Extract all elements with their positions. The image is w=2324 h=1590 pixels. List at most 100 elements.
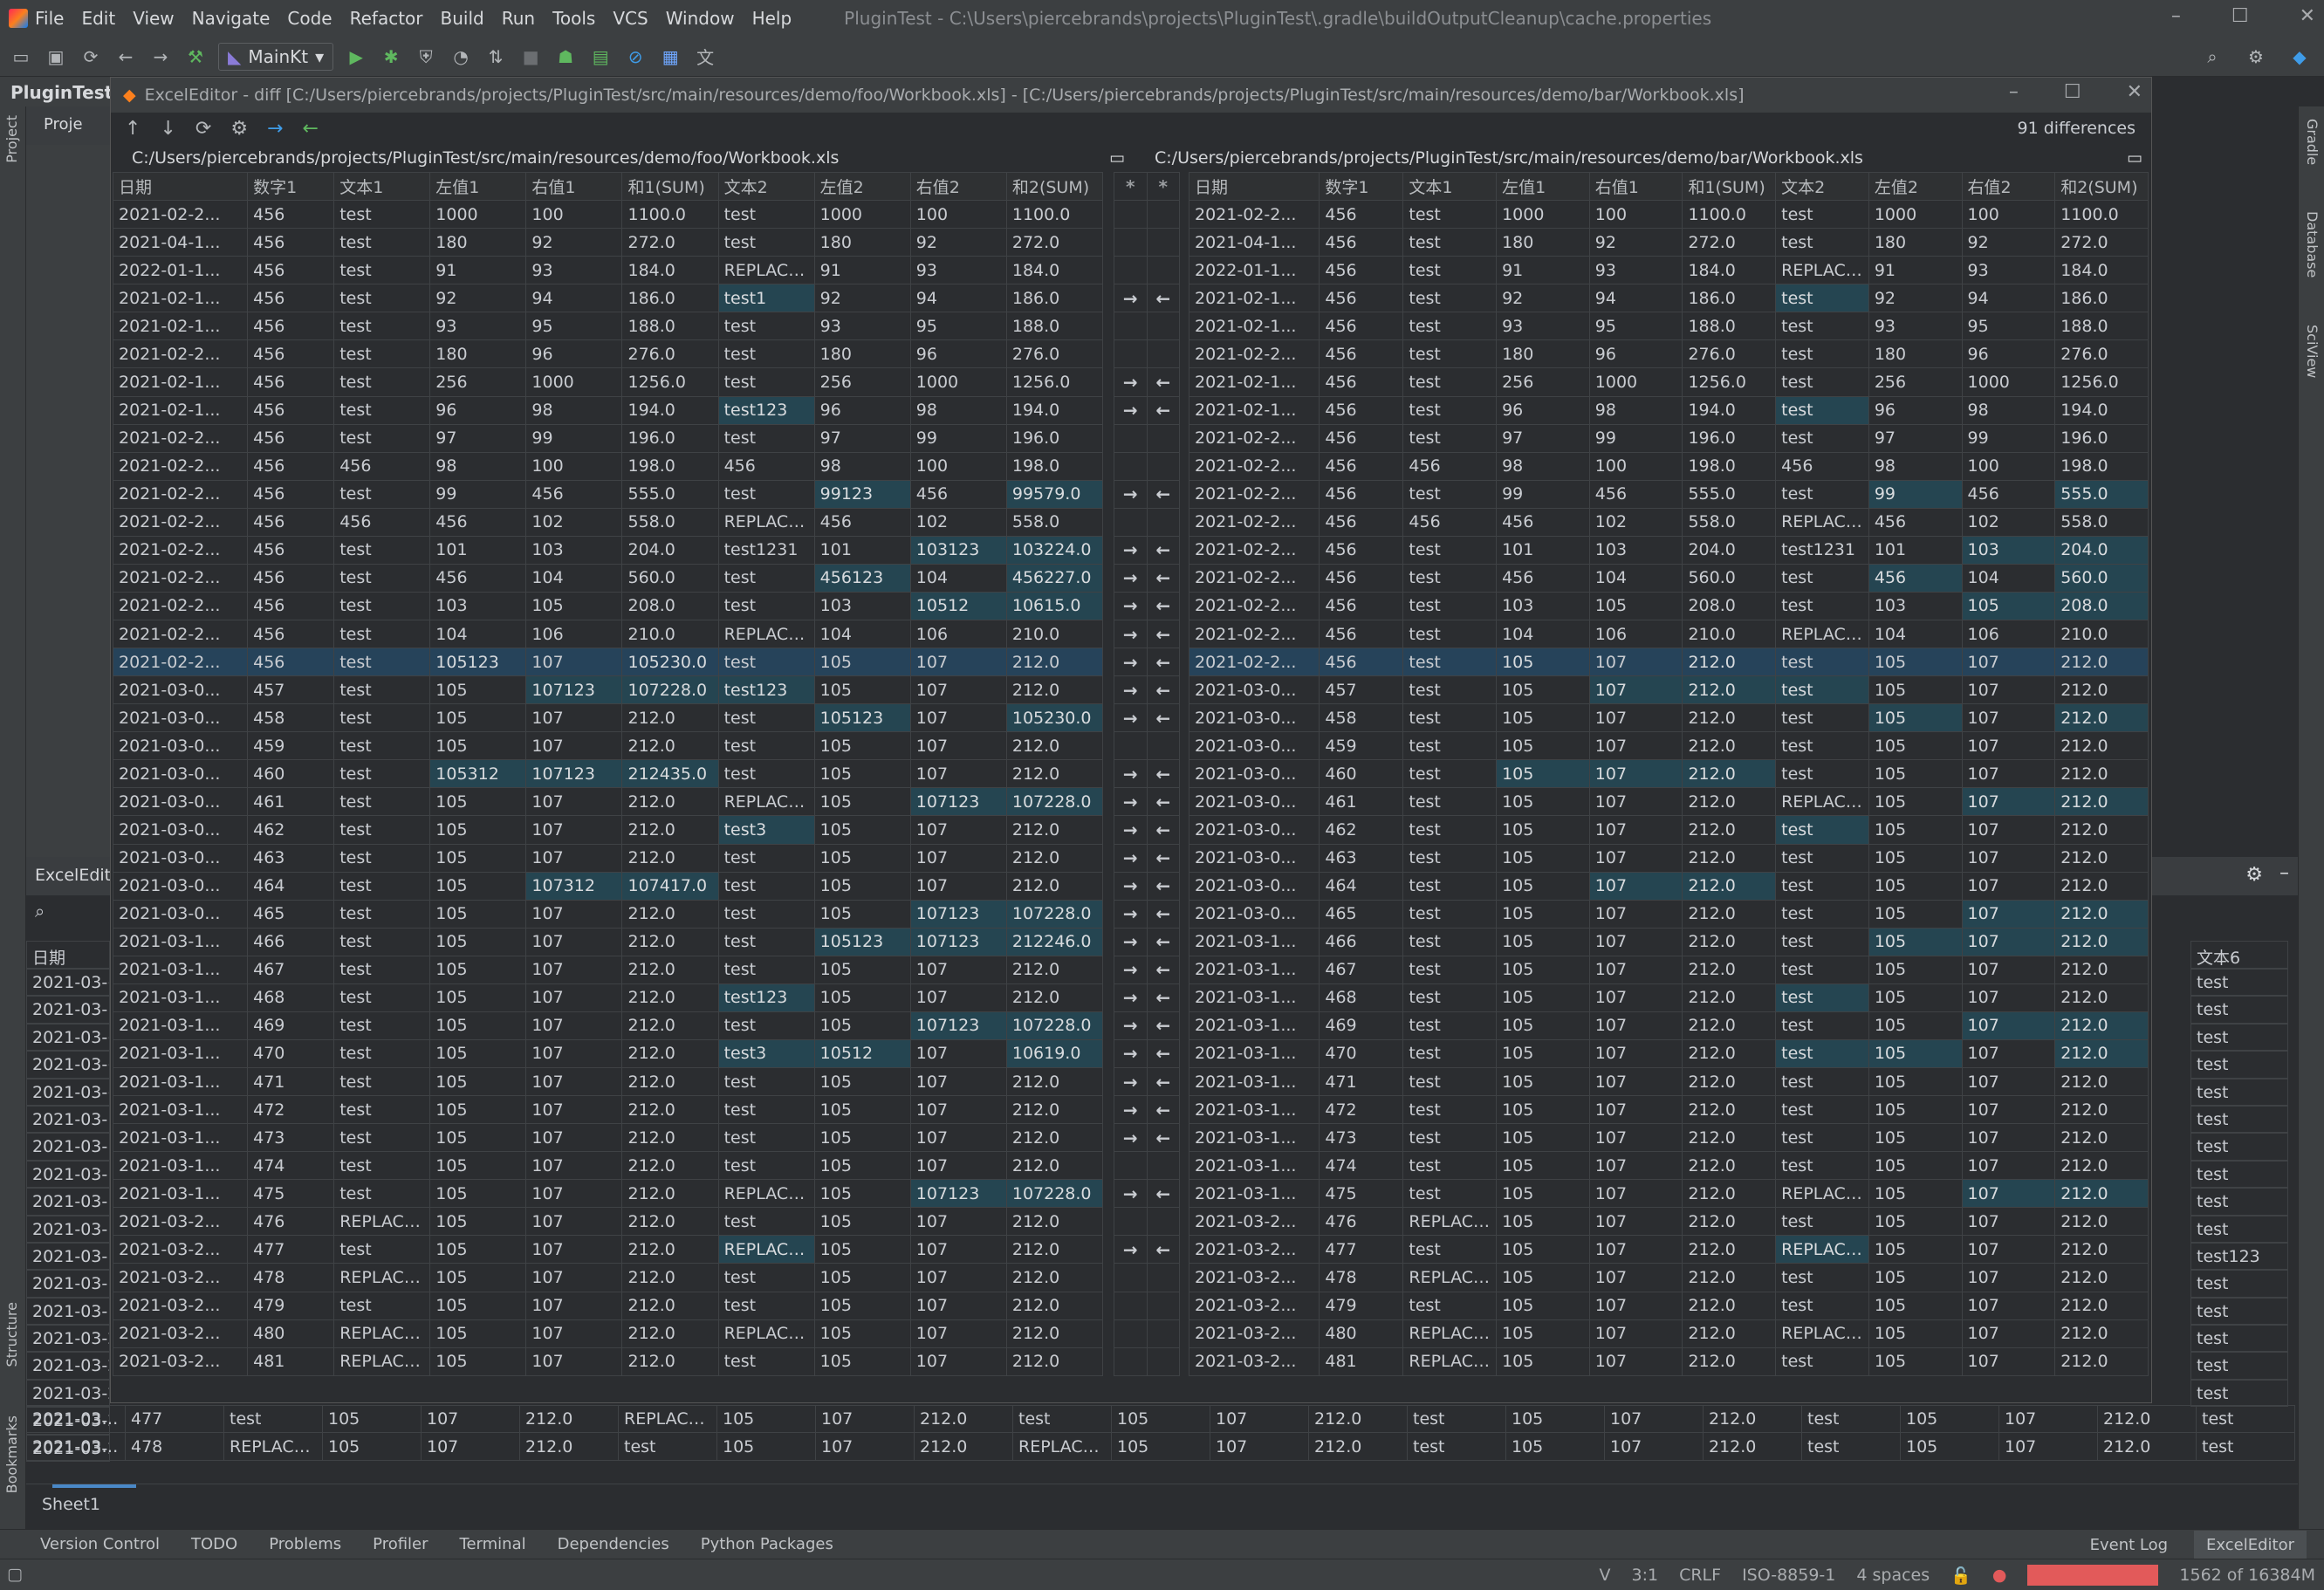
table-cell[interactable]: 107	[1961, 1207, 2056, 1237]
table-row[interactable]: 2021-03-1... 467 test 105 107 212.0 test 105 107…	[112, 955, 1104, 984]
table-cell[interactable]: 107	[909, 1123, 1007, 1153]
apply-right-arrow-icon[interactable]	[1114, 1347, 1148, 1376]
apply-right-arrow-icon[interactable]: →	[1114, 1235, 1148, 1264]
table-cell[interactable]: 107	[1961, 1179, 2056, 1209]
table-cell[interactable]: 212.0	[1005, 1151, 1104, 1181]
memory-alert-icon[interactable]: ●	[1992, 1566, 2007, 1585]
table-cell[interactable]: 102	[909, 507, 1007, 537]
table-cell[interactable]: test	[1402, 339, 1498, 369]
table-cell[interactable]: 101	[813, 535, 911, 565]
table-cell[interactable]: 470	[247, 1038, 335, 1069]
table-cell[interactable]: 107	[909, 703, 1007, 733]
table-row[interactable]: 2021-03-0... 465 test 105 107 212.0 test 105 107…	[112, 899, 1104, 929]
table-cell[interactable]: REPLACE_...	[717, 507, 815, 537]
apply-right-arrow-icon[interactable]: →	[1114, 535, 1148, 565]
table-cell[interactable]: test	[717, 1207, 815, 1237]
table-cell[interactable]: 96	[813, 395, 911, 425]
table-cell[interactable]: 2021-03-1...	[112, 1095, 249, 1125]
vim-icon[interactable]: V	[1599, 1566, 1611, 1585]
table-cell[interactable]: 212.0	[621, 787, 719, 817]
table-cell[interactable]: 107	[815, 1432, 915, 1461]
apply-right-arrow-icon[interactable]: →	[1114, 983, 1148, 1012]
table-cell[interactable]: 105	[429, 675, 527, 705]
table-cell[interactable]: 456	[247, 200, 335, 230]
table-cell[interactable]: 466	[247, 927, 335, 956]
run-icon[interactable]: ▶	[349, 45, 363, 67]
table-cell[interactable]: 456	[1319, 200, 1404, 230]
table-row[interactable]: 2021-03-2... 479 test 105 107 212.0 test 105 107…	[112, 1291, 1104, 1320]
table-cell[interactable]: 105	[1496, 1179, 1590, 1209]
table-cell[interactable]: 212.0	[1308, 1404, 1408, 1434]
table-cell[interactable]: 2021-03-2...	[26, 1404, 126, 1434]
profile-icon[interactable]: ◔	[453, 45, 469, 67]
table-cell[interactable]: 100	[909, 200, 1007, 230]
table-cell[interactable]: 456	[813, 507, 911, 537]
table-cell[interactable]: 212.0	[2054, 1038, 2149, 1069]
table-cell[interactable]: 105	[813, 983, 911, 1012]
table-cell[interactable]: REPLACE_...	[618, 1404, 717, 1434]
table-cell[interactable]: 555.0	[621, 479, 719, 509]
table-cell[interactable]: 105	[1496, 1347, 1590, 1376]
table-cell[interactable]: 105	[322, 1432, 422, 1461]
table-cell[interactable]: 105	[1868, 815, 1963, 845]
menu-vcs[interactable]: VCS	[613, 8, 648, 29]
table-cell[interactable]: 2021-02-1...	[1188, 395, 1320, 425]
table-cell[interactable]: 456	[247, 507, 335, 537]
line-separator[interactable]: CRLF	[1679, 1566, 1722, 1585]
table-cell[interactable]: 456	[1319, 284, 1404, 313]
table-cell[interactable]: 465	[1319, 899, 1404, 929]
table-cell[interactable]: 107228.0	[1005, 899, 1104, 929]
table-cell[interactable]: 98	[1868, 451, 1963, 481]
table-cell[interactable]: 99	[1961, 423, 2056, 453]
table-cell[interactable]: test	[1402, 563, 1498, 593]
table-cell[interactable]: test	[717, 843, 815, 873]
table-cell[interactable]: 10512	[813, 1038, 911, 1069]
table-cell[interactable]: 94	[525, 284, 623, 313]
table-cell[interactable]: 1256.0	[1682, 367, 1777, 397]
project-panel-header[interactable]: Proje	[26, 106, 113, 145]
table-cell[interactable]: test	[717, 423, 815, 453]
table-cell[interactable]: 212.0	[1005, 1263, 1104, 1292]
table-cell[interactable]: 99579.0	[1005, 479, 1104, 509]
table-cell[interactable]: 180	[1496, 339, 1590, 369]
table-cell[interactable]: 2021-03-2...	[112, 1291, 249, 1320]
table-cell[interactable]: test	[717, 479, 815, 509]
table-cell[interactable]: 180	[813, 339, 911, 369]
table-cell[interactable]: 99	[1868, 479, 1963, 509]
table-cell[interactable]: 462	[1319, 815, 1404, 845]
apply-right-arrow-icon[interactable]: →	[1114, 1011, 1148, 1040]
table-cell[interactable]: 477	[247, 1235, 335, 1264]
table-cell[interactable]: 107	[1961, 871, 2056, 901]
table-cell[interactable]: 107	[1604, 1404, 1704, 1434]
table-cell[interactable]: 212.0	[2054, 983, 2149, 1012]
plugin-icon[interactable]: ▦	[662, 45, 679, 67]
table-cell[interactable]: 107	[525, 1066, 623, 1097]
apply-right-arrow-icon[interactable]: →	[1114, 871, 1148, 901]
table-cell[interactable]: 1256.0	[1005, 367, 1104, 397]
table-cell[interactable]: 180	[429, 228, 527, 257]
table-cell[interactable]: 92	[813, 284, 911, 313]
table-cell[interactable]: 92	[1496, 284, 1590, 313]
table-cell[interactable]: 105	[1868, 1011, 1963, 1040]
apply-left-arrow-icon[interactable]: ←	[1146, 843, 1180, 873]
table-cell[interactable]: test	[333, 955, 431, 984]
table-cell[interactable]: test	[1402, 228, 1498, 257]
table-row[interactable]: 2021-02-2... 456 test 103 105 208.0 test 103 105…	[112, 591, 1104, 621]
apply-right-arrow-icon[interactable]	[1114, 451, 1148, 481]
table-cell[interactable]: 460	[247, 759, 335, 789]
table-cell[interactable]: 212.0	[621, 1263, 719, 1292]
bg-cell[interactable]: test	[2190, 1051, 2288, 1079]
apply-left-arrow-icon[interactable]: ←	[1146, 983, 1180, 1012]
table-row[interactable]: 2021-02-2... 456 test 1000 100 1100.0 test 1000…	[1188, 200, 2149, 230]
apply-left-arrow-icon[interactable]	[1146, 339, 1180, 369]
table-cell[interactable]: test	[1801, 1404, 1901, 1434]
table-cell[interactable]: 457	[247, 675, 335, 705]
table-cell[interactable]: 107123	[525, 675, 623, 705]
table-cell[interactable]: 456	[1319, 563, 1404, 593]
table-cell[interactable]: 107	[525, 1123, 623, 1153]
table-cell[interactable]: 212.0	[2054, 1066, 2149, 1097]
chart-icon[interactable]: ▤	[592, 45, 609, 67]
table-cell[interactable]: test	[1775, 423, 1869, 453]
table-cell[interactable]: 107	[1588, 1179, 1683, 1209]
